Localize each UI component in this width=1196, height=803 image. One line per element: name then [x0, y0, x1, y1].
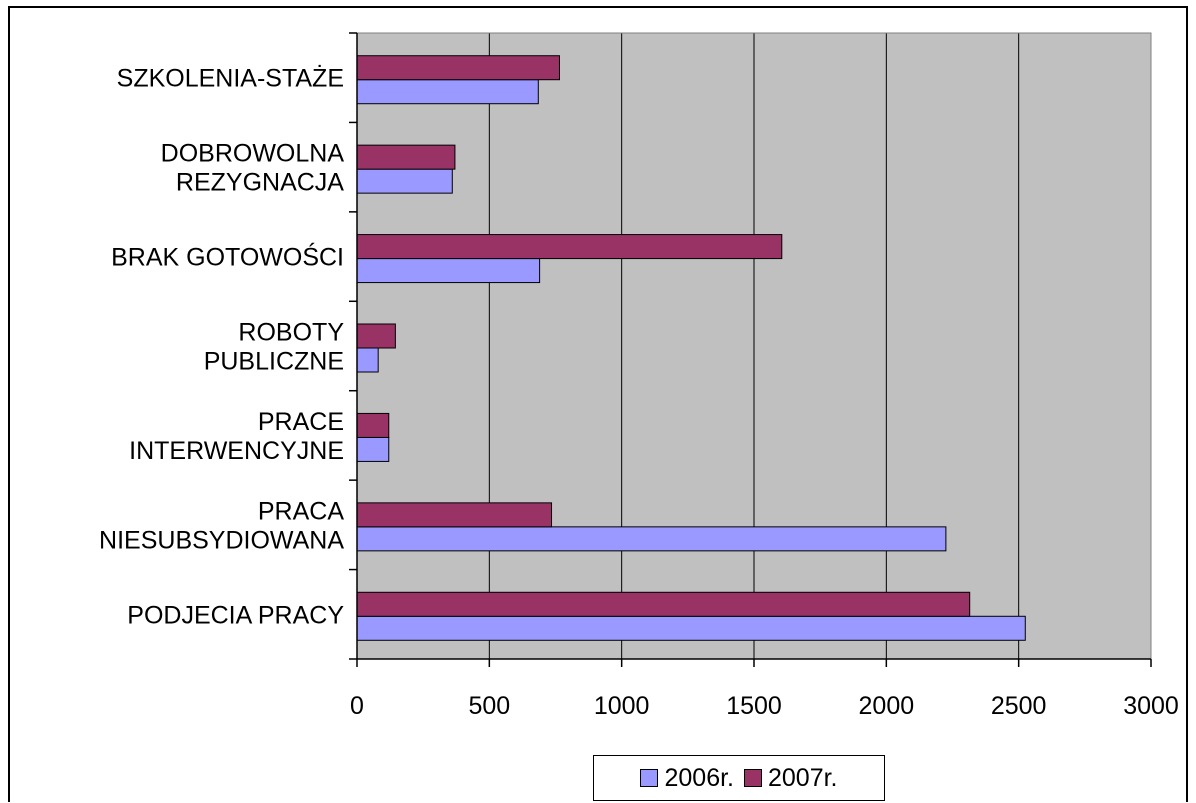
x-tick-label-500: 500	[468, 692, 510, 720]
x-tick-label-2500: 2500	[991, 692, 1047, 720]
category-label-3-0: ROBOTY	[238, 319, 344, 347]
category-label-2-1: INTERWENCYJNE	[129, 437, 344, 465]
bar-2006-3	[356, 347, 379, 373]
legend-item-2006: 2006r.	[640, 764, 734, 793]
category-label-3-1: PUBLICZNE	[204, 348, 344, 376]
legend-swatch-2007	[744, 769, 762, 787]
legend-swatch-2006	[640, 769, 659, 787]
category-label-2-0: PRACE	[258, 408, 344, 436]
legend-label-2007: 2007r.	[768, 763, 838, 792]
bar-2006-4	[356, 258, 541, 284]
x-tick-label-1000: 1000	[594, 692, 650, 720]
category-label-1-0: PRACA	[258, 497, 344, 525]
category-label-0-0: PODJECIA PRACY	[127, 601, 344, 629]
bar-2006-6	[356, 79, 539, 105]
x-tick-label-0: 0	[350, 692, 364, 720]
x-tick-label-3000: 3000	[1123, 692, 1179, 720]
bar-2007-4	[356, 234, 783, 260]
legend-item-2007: 2007r.	[744, 764, 838, 793]
legend: 2006r. 2007r.	[593, 755, 885, 801]
bar-2007-3	[356, 323, 396, 349]
bar-2006-0	[356, 615, 1026, 641]
category-label-5-1: REZYGNACJA	[176, 169, 344, 197]
bar-2007-2	[356, 412, 390, 438]
category-label-6-0: SZKOLENIA-STAŻE	[117, 64, 344, 93]
bar-2007-6	[356, 55, 560, 81]
legend-label-2006: 2006r.	[664, 763, 734, 792]
bar-2006-2	[356, 436, 390, 462]
bar-2006-1	[356, 526, 947, 552]
bar-2007-1	[356, 502, 553, 528]
bar-2007-5	[356, 144, 456, 170]
bar-2007-0	[356, 591, 971, 617]
bar-2006-5	[356, 168, 453, 194]
category-label-1-1: NIESUBSYDIOWANA	[99, 526, 344, 554]
category-label-4-0: BRAK GOTOWOŚCI	[111, 242, 344, 272]
category-label-5-0: DOBROWOLNA	[161, 140, 345, 168]
x-tick-label-1500: 1500	[726, 692, 782, 720]
x-tick-label-2000: 2000	[859, 692, 915, 720]
